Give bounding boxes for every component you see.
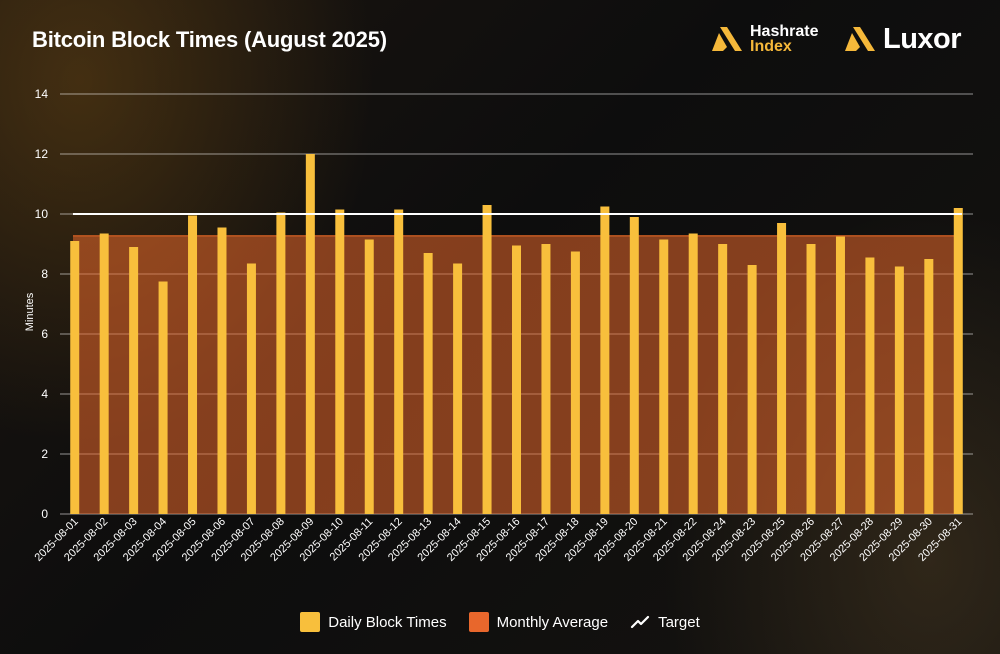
legend-swatch-daily <box>300 612 321 632</box>
bar-2025-08-27[interactable] <box>835 236 845 515</box>
bar-2025-08-03[interactable] <box>129 247 139 514</box>
bar-2025-08-28[interactable] <box>865 257 875 515</box>
bar-2025-08-05[interactable] <box>188 215 198 515</box>
luxor-logo: Luxor <box>843 23 962 55</box>
chart-title: Bitcoin Block Times (August 2025) <box>32 27 387 52</box>
legend-swatch-average <box>468 612 489 632</box>
legend-label-daily: Daily Block Times <box>328 613 447 631</box>
x-tick-labels: 2025-08-012025-08-022025-08-032025-08-04… <box>33 516 965 564</box>
bar-2025-08-20[interactable] <box>629 217 639 514</box>
bar-2025-08-13[interactable] <box>423 253 433 514</box>
bar-2025-08-26[interactable] <box>806 244 816 514</box>
luxor-mark-icon <box>845 27 875 51</box>
hashrate-index-line1: Hashrate <box>750 23 819 40</box>
y-tick-labels: 0 2 4 6 8 10 12 14 <box>35 87 49 521</box>
bar-2025-08-14[interactable] <box>453 263 463 515</box>
bar-2025-08-22[interactable] <box>688 233 698 515</box>
y-tick-label: 8 <box>41 267 48 281</box>
y-tick-label: 2 <box>41 447 48 461</box>
bar-2025-08-31[interactable] <box>953 208 963 514</box>
legend-label-target: Target <box>658 613 700 631</box>
legend-label-average: Monthly Average <box>496 613 609 631</box>
hashrate-index-line2: Index <box>750 38 792 55</box>
hashrate-index-mark-icon <box>712 27 742 51</box>
y-tick-label: 6 <box>41 327 48 341</box>
bar-2025-08-21[interactable] <box>659 239 669 515</box>
bar-2025-08-23[interactable] <box>747 265 757 514</box>
y-tick-label: 4 <box>41 387 48 401</box>
daily-bars <box>70 154 963 514</box>
bar-2025-08-01[interactable] <box>70 241 80 514</box>
hashrate-index-logo: Hashrate Index <box>710 23 819 55</box>
bar-2025-08-02[interactable] <box>99 233 109 515</box>
bar-2025-08-09[interactable] <box>305 154 315 514</box>
bar-2025-08-29[interactable] <box>894 266 904 515</box>
y-axis-label: Minutes <box>24 292 36 331</box>
bar-2025-08-10[interactable] <box>335 209 345 515</box>
bar-2025-08-30[interactable] <box>924 259 934 514</box>
bar-2025-08-06[interactable] <box>217 227 227 515</box>
bar-2025-08-17[interactable] <box>541 244 551 514</box>
y-tick-label: 0 <box>41 507 48 521</box>
bar-2025-08-12[interactable] <box>394 209 404 515</box>
bar-2025-08-08[interactable] <box>276 212 286 515</box>
legend-target-line-icon <box>630 615 650 629</box>
bar-2025-08-24[interactable] <box>718 244 728 514</box>
legend-item-target[interactable]: Target <box>630 614 700 631</box>
bar-2025-08-15[interactable] <box>482 205 492 514</box>
bar-2025-08-18[interactable] <box>570 251 580 515</box>
y-tick-label: 12 <box>35 147 49 161</box>
bar-2025-08-07[interactable] <box>246 263 256 515</box>
y-tick-label: 10 <box>35 207 49 221</box>
chart-legend: Daily Block Times Monthly Average Target <box>0 612 1000 632</box>
legend-item-daily[interactable]: Daily Block Times <box>300 612 447 632</box>
bar-2025-08-25[interactable] <box>777 223 787 514</box>
bar-2025-08-16[interactable] <box>512 245 521 515</box>
bar-2025-08-19[interactable] <box>600 206 610 515</box>
bar-2025-08-04[interactable] <box>158 281 168 515</box>
bar-2025-08-11[interactable] <box>364 239 374 515</box>
y-tick-label: 14 <box>35 87 49 101</box>
block-times-chart: 0 2 4 6 8 10 12 14 2025-08-012025-08-022025-08-… <box>24 87 973 564</box>
legend-item-average[interactable]: Monthly Average <box>468 612 609 632</box>
luxor-wordmark: Luxor <box>883 23 962 55</box>
